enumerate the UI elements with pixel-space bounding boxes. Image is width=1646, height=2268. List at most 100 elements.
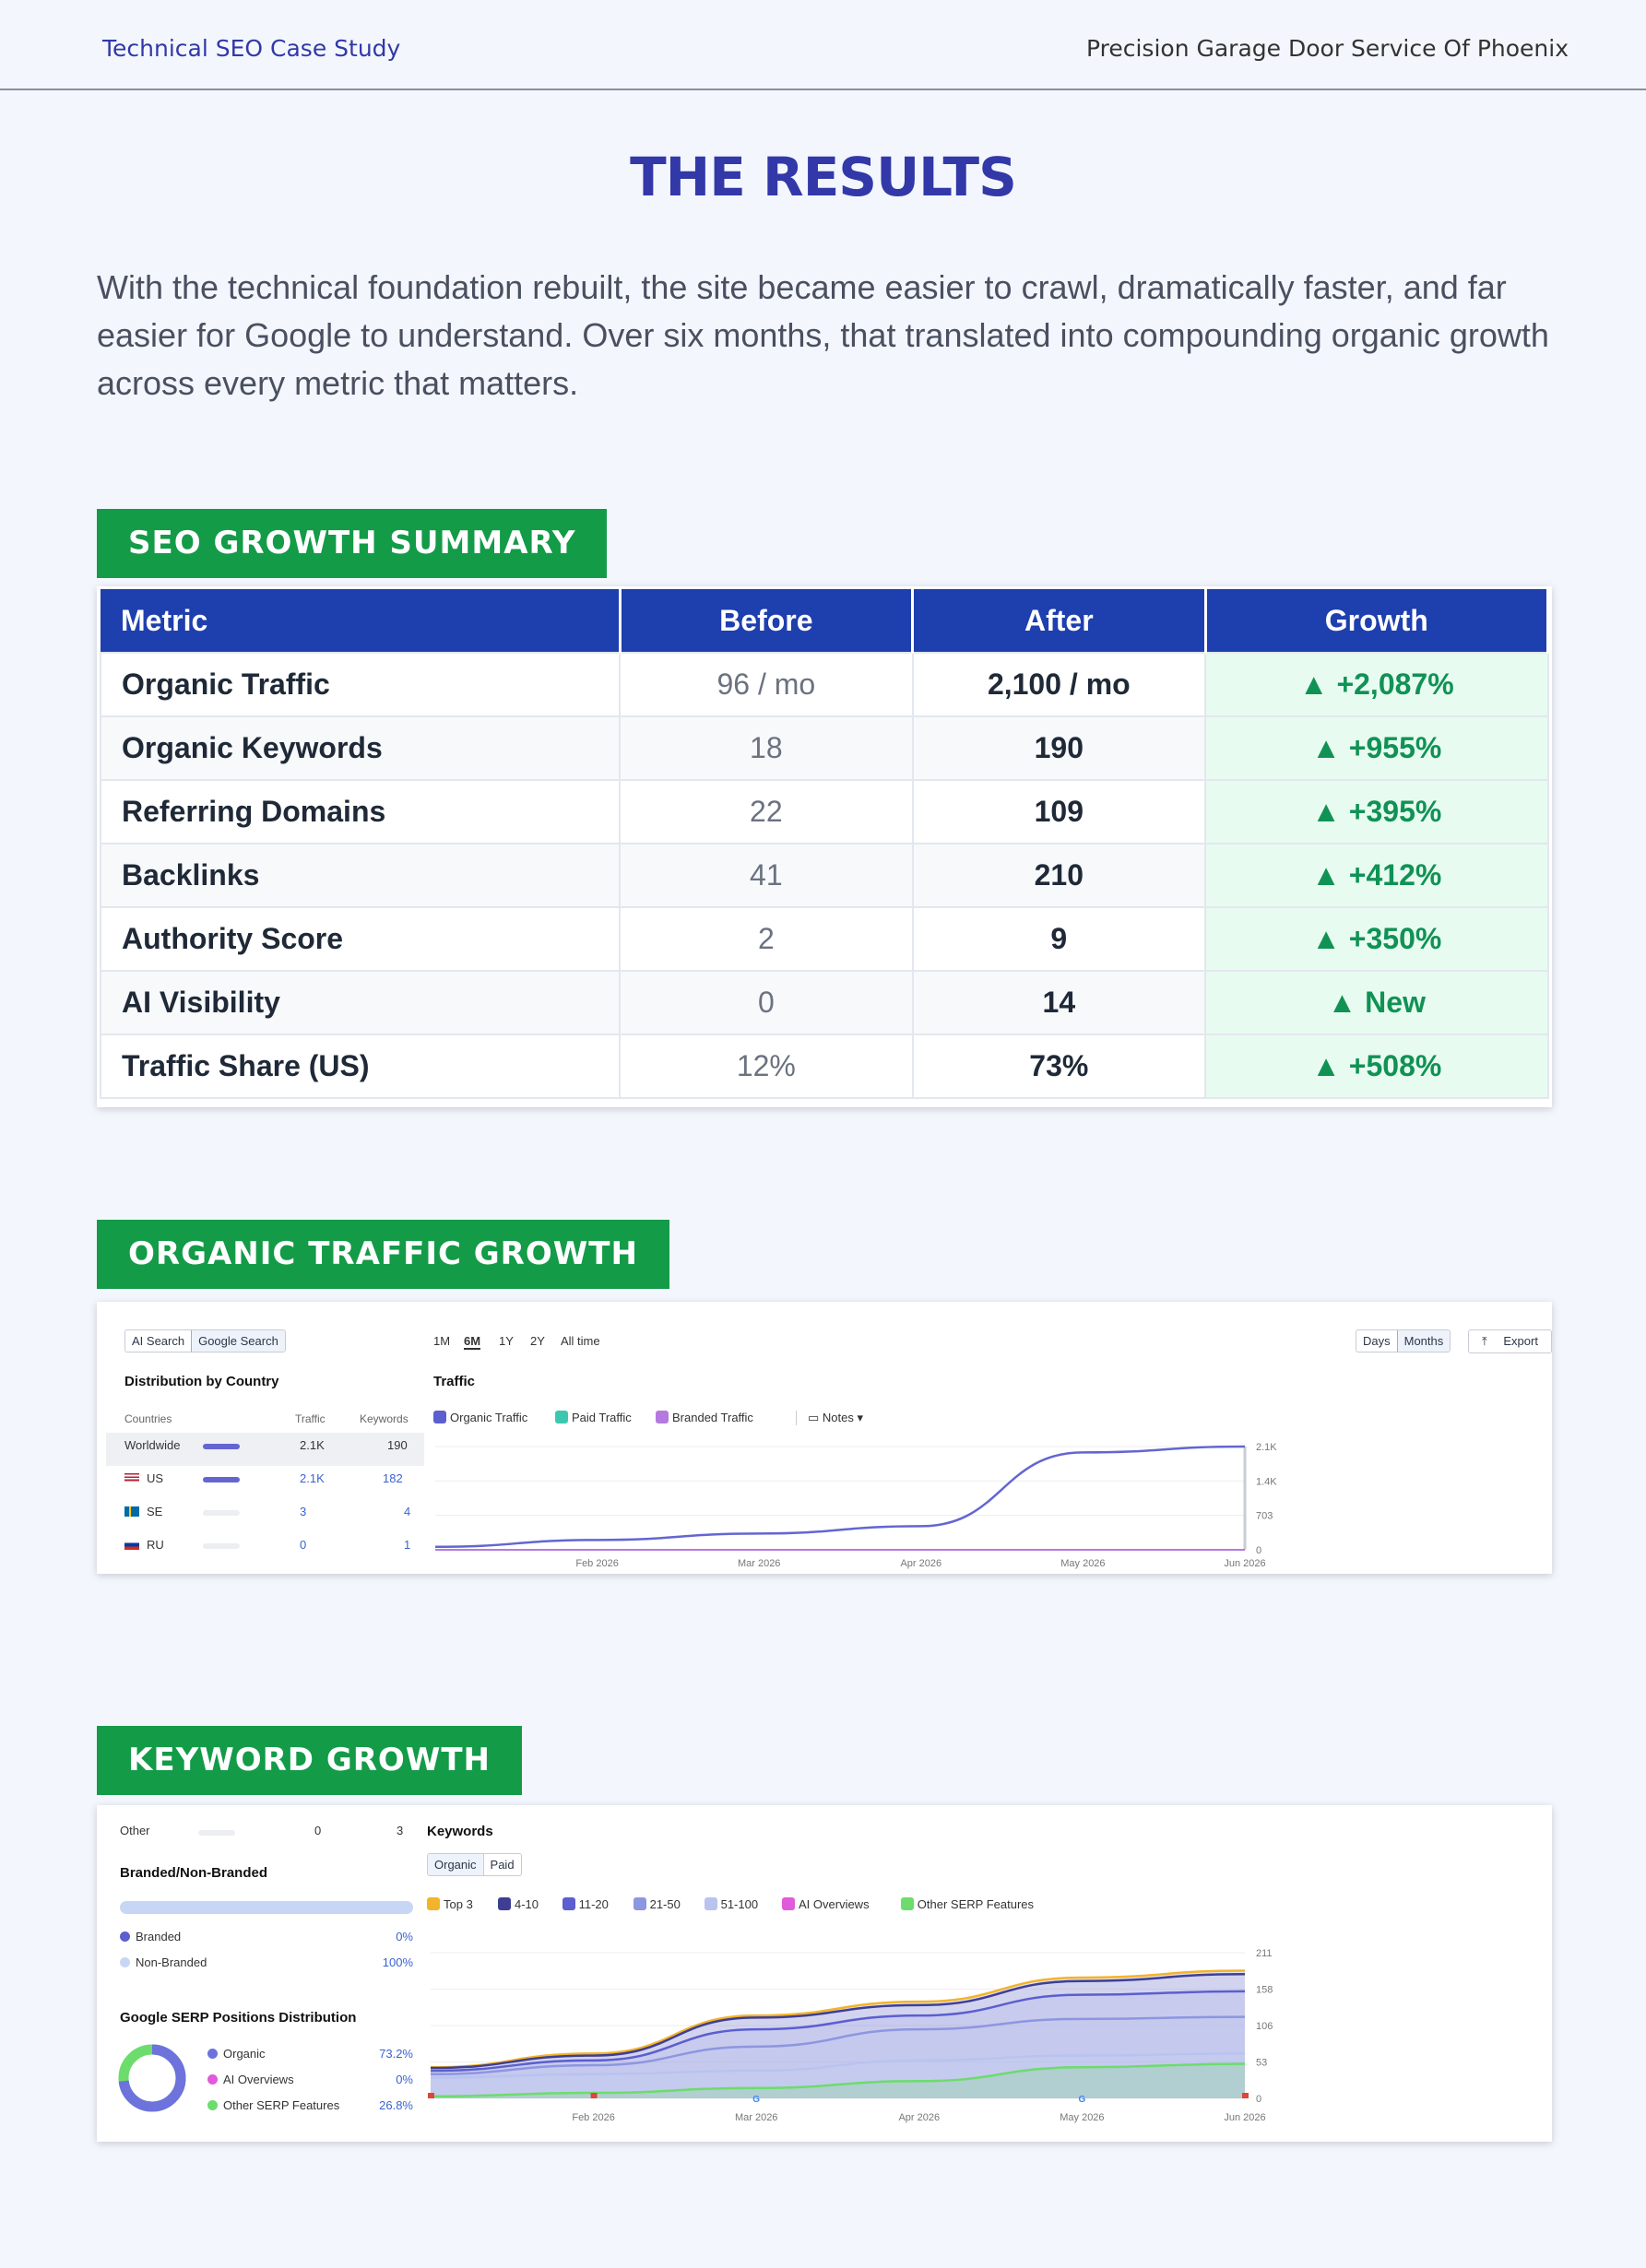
area-fill-21-50 [431,2016,1245,2098]
country-name[interactable]: US [124,1471,163,1485]
serp-value: 0% [396,2073,413,2086]
range-tab[interactable]: All time [561,1334,600,1348]
growth-cell: ▲ +2,087% [1204,652,1549,717]
other-keywords: 3 [397,1824,404,1837]
country-keywords: 190 [387,1438,408,1452]
y-tick-label: 0 [1256,1545,1261,1556]
keyword-legend-item[interactable]: AI Overviews [782,1897,870,1911]
branded-label: Branded [136,1930,182,1943]
series-line-21-50 [430,2015,1246,2076]
keyword-legend-item[interactable]: 51-100 [704,1897,758,1911]
col-header-growth: Growth [1205,589,1550,653]
flag-icon[interactable] [1242,2093,1249,2098]
serp-label: Other SERP Features [223,2098,340,2112]
tab-organic[interactable]: Organic [428,1854,483,1875]
country-name[interactable]: SE [124,1505,162,1518]
flag-icon[interactable] [428,2093,434,2098]
x-tick-label: Jun 2026 [1224,1558,1265,1569]
table-row: Referring Domains 22 109 ▲ +395% [99,779,1549,845]
keyword-legend-item[interactable]: 4-10 [498,1897,539,1911]
tab-ai-search[interactable]: AI Search [132,1334,185,1348]
legend-label: Top 3 [444,1897,473,1911]
y-tick-label: 2.1K [1256,1442,1277,1453]
y-tick-label: 211 [1256,1948,1273,1959]
legend-label: AI Overviews [799,1897,870,1911]
keyword-legend-item[interactable]: 11-20 [562,1897,609,1911]
traffic-chart: 2.1K 1.4K 703 0 Feb 2026 Mar 2026 Apr 2026 May … [434,1442,1277,1569]
branded-value: 0% [396,1930,413,1943]
google-update-icon[interactable]: G [752,2095,760,2105]
branded-label: Non-Branded [136,1955,207,1969]
series-line-top-3 [430,1969,1246,2069]
range-tab[interactable]: 1Y [499,1334,514,1348]
export-label: Export [1503,1334,1538,1348]
country-traffic[interactable]: 2.1K [300,1471,325,1485]
country-traffic[interactable]: 3 [300,1505,307,1518]
distribution-title: Distribution by Country [124,1374,279,1389]
y-tick-label: 1.4K [1256,1476,1277,1487]
google-update-icon[interactable]: G [1079,2095,1086,2105]
legend-label: Organic Traffic [450,1411,528,1424]
y-tick-label: 703 [1256,1511,1273,1522]
country-label: Worldwide [124,1438,181,1452]
keyword-legend-item[interactable]: Top 3 [427,1897,473,1911]
table-row: Organic Keywords 18 190 ▲ +955% [99,715,1549,781]
range-tab[interactable]: 1M [433,1334,451,1348]
x-tick-label: Mar 2026 [738,1558,780,1569]
after-cell: 9 [911,906,1207,972]
country-label: RU [147,1538,164,1552]
legend-paid-traffic[interactable]: Paid Traffic [555,1411,632,1424]
check-icon [498,1897,511,1910]
export-button[interactable]: ⤒ Export [1468,1329,1552,1353]
series-line-4-10 [430,1972,1246,2070]
notes-dropdown[interactable]: ▭ Notes ▾ [796,1411,863,1425]
keyword-legend-item[interactable]: 21-50 [633,1897,681,1911]
summary-table: Metric Before After Growth Organic Traff… [99,589,1550,1099]
y-tick-label: 53 [1256,2058,1267,2069]
search-type-tabs: AI Search Google Search [124,1329,286,1353]
toggle-days[interactable]: Days [1363,1334,1391,1348]
section-label-keywords: KEYWORD GROWTH [97,1726,522,1795]
country-keywords[interactable]: 1 [404,1538,411,1552]
after-cell: 73% [911,1034,1207,1099]
traffic-share-bar [203,1477,240,1482]
serp-legend-item: Other SERP Features [207,2098,339,2112]
col-header-before: Before [620,589,915,653]
country-traffic: 2.1K [300,1438,325,1452]
legend-label: Paid Traffic [572,1411,632,1424]
area-fill-other-serp-features [431,2063,1245,2098]
before-cell: 22 [619,779,914,845]
x-tick-label: Jun 2026 [1224,2112,1265,2123]
country-traffic[interactable]: 0 [300,1538,307,1552]
country-name[interactable]: Worldwide [124,1438,180,1452]
col-traffic: Traffic [295,1412,326,1425]
table-row: Authority Score 2 9 ▲ +350% [99,906,1549,972]
col-header-after: After [912,589,1207,653]
serp-value: 26.8% [379,2098,413,2112]
range-tab[interactable]: 6M [464,1334,481,1350]
flag-icon[interactable] [590,2093,598,2098]
legend-organic-traffic[interactable]: Organic Traffic [433,1411,527,1424]
x-tick-label: Apr 2026 [900,1558,941,1569]
y-tick-label: 0 [1256,2094,1261,2105]
legend-branded-traffic[interactable]: Branded Traffic [656,1411,753,1424]
country-keywords[interactable]: 4 [404,1505,411,1518]
tab-paid[interactable]: Paid [482,1854,521,1875]
range-tab[interactable]: 2Y [530,1334,545,1348]
table-row: AI Visibility 0 14 ▲ New [99,970,1549,1035]
legend-label: Branded Traffic [672,1411,753,1424]
tab-google-search[interactable]: Google Search [191,1330,285,1352]
country-keywords[interactable]: 182 [383,1471,403,1485]
donut-organic [118,2044,186,2112]
series-line-other-serp-features [430,2062,1246,2098]
country-label: US [147,1471,164,1485]
page-title: THE RESULTS [630,146,1017,208]
before-cell: 12% [619,1034,914,1099]
keyword-legend-item[interactable]: Other SERP Features [900,1897,1034,1911]
toggle-months[interactable]: Months [1396,1330,1451,1352]
metric-cell: Traffic Share (US) [99,1034,622,1099]
other-traffic: 0 [314,1824,322,1837]
other-country-name: Other [120,1824,150,1837]
legend-label: 4-10 [515,1897,539,1911]
country-name[interactable]: RU [124,1538,164,1552]
